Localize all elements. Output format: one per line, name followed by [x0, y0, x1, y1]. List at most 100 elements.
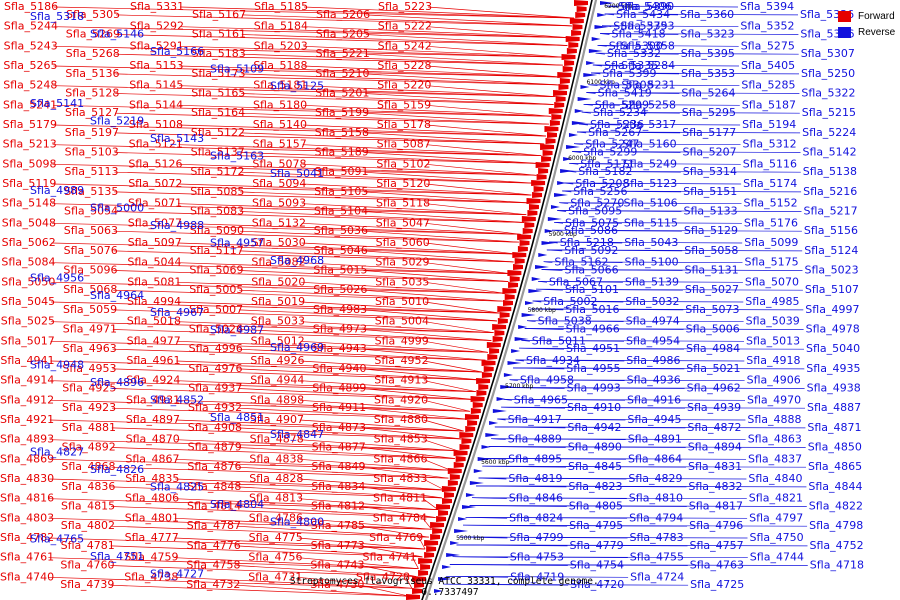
- gene-label[interactable]: Sfla_5021: [686, 362, 740, 375]
- gene-label[interactable]: Sfla_5018: [127, 315, 181, 328]
- gene-label[interactable]: Sfla_5048: [2, 216, 56, 229]
- gene-label[interactable]: Sfla_4822: [809, 500, 863, 513]
- gene-label[interactable]: Sfla_5199: [315, 106, 369, 119]
- gene-label[interactable]: Sfla_4846: [509, 492, 563, 505]
- gene-label[interactable]: Sfla_4811: [373, 492, 427, 505]
- gene-label[interactable]: Sfla_4952: [374, 354, 428, 367]
- gene-label[interactable]: Sfla_5119: [2, 177, 56, 190]
- gene-label[interactable]: Sfla_4765: [30, 533, 84, 546]
- gene-label[interactable]: Sfla_5106: [624, 197, 678, 210]
- gene-label[interactable]: Sfla_5118: [376, 197, 430, 210]
- gene-label[interactable]: Sfla_5069: [189, 264, 243, 277]
- gene-label[interactable]: Sfla_5020: [251, 275, 305, 288]
- gene-label[interactable]: Sfla_5166: [150, 45, 204, 58]
- gene-label[interactable]: Sfla_5161: [192, 28, 246, 41]
- gene-label[interactable]: Sfla_4806: [125, 492, 179, 505]
- gene-label[interactable]: Sfla_4938: [807, 382, 861, 395]
- gene-label[interactable]: Sfla_5176: [744, 216, 798, 229]
- gene-label[interactable]: Sfla_4876: [187, 460, 241, 473]
- gene-label[interactable]: Sfla_5109: [210, 62, 264, 75]
- gene-label[interactable]: Sfla_4834: [311, 480, 365, 493]
- gene-label[interactable]: Sfla_5099: [744, 236, 798, 249]
- gene-label[interactable]: Sfla_5012: [251, 334, 305, 347]
- gene-label[interactable]: Sfla_4727: [150, 568, 204, 581]
- gene-label[interactable]: Sfla_5107: [805, 283, 859, 296]
- gene-label[interactable]: Sfla_5285: [741, 79, 795, 92]
- gene-label[interactable]: Sfla_4853: [374, 433, 428, 446]
- gene-label[interactable]: Sfla_5075: [565, 216, 619, 229]
- gene-label[interactable]: Sfla_4925: [62, 382, 116, 395]
- gene-label[interactable]: Sfla_4987: [210, 324, 264, 337]
- gene-label[interactable]: Sfla_4961: [126, 354, 180, 367]
- gene-label[interactable]: Sfla_5124: [804, 244, 858, 257]
- gene-label[interactable]: Sfla_5078: [252, 157, 306, 170]
- gene-label[interactable]: Sfla_5026: [189, 323, 243, 336]
- gene-label[interactable]: Sfla_5073: [685, 303, 739, 316]
- gene-label[interactable]: Sfla_4916: [627, 393, 681, 406]
- gene-label[interactable]: Sfla_5137: [191, 146, 245, 159]
- gene-label[interactable]: Sfla_4878: [250, 433, 304, 446]
- gene-label[interactable]: Sfla_5375: [613, 20, 667, 33]
- gene-label[interactable]: Sfla_5121: [129, 138, 183, 151]
- gene-label[interactable]: Sfla_4993: [567, 382, 621, 395]
- gene-label[interactable]: Sfla_5178: [377, 118, 431, 131]
- gene-label[interactable]: Sfla_5219: [90, 115, 144, 128]
- gene-label[interactable]: Sfla_5038: [538, 315, 592, 328]
- gene-label[interactable]: Sfla_4815: [61, 500, 115, 513]
- gene-label[interactable]: Sfla_5151: [683, 185, 737, 198]
- gene-label[interactable]: Sfla_5275: [741, 39, 795, 52]
- gene-label[interactable]: Sfla_4931: [126, 393, 180, 406]
- gene-label[interactable]: Sfla_4724: [630, 570, 684, 583]
- gene-label[interactable]: Sfla_4984: [686, 342, 740, 355]
- gene-label[interactable]: Sfla_4937: [188, 382, 242, 395]
- gene-label[interactable]: Sfla_4935: [806, 362, 860, 375]
- gene-label[interactable]: Sfla_5096: [63, 264, 117, 277]
- gene-label[interactable]: Sfla_4757: [690, 539, 744, 552]
- gene-label[interactable]: Sfla_5352: [740, 20, 794, 33]
- gene-label[interactable]: Sfla_5063: [64, 224, 118, 237]
- gene-label[interactable]: Sfla_5007: [189, 303, 243, 316]
- gene-label[interactable]: Sfla_5030: [252, 236, 306, 249]
- gene-label[interactable]: Sfla_5108: [129, 118, 183, 131]
- gene-label[interactable]: Sfla_5143: [150, 132, 204, 145]
- gene-label[interactable]: Sfla_4948: [30, 359, 84, 372]
- gene-label[interactable]: Sfla_4836: [61, 480, 115, 493]
- gene-label[interactable]: Sfla_4779: [570, 539, 624, 552]
- gene-label[interactable]: Sfla_5153: [129, 59, 183, 72]
- gene-label[interactable]: Sfla_4963: [63, 342, 117, 355]
- gene-label[interactable]: Sfla_5300: [609, 39, 663, 52]
- gene-label[interactable]: Sfla_5179: [3, 118, 57, 131]
- gene-label[interactable]: Sfla_4895: [508, 452, 562, 465]
- gene-label[interactable]: Sfla_5332: [607, 47, 661, 60]
- gene-label[interactable]: Sfla_4824: [509, 511, 563, 524]
- gene-label[interactable]: Sfla_5307: [801, 47, 855, 60]
- gene-label[interactable]: Sfla_4785: [311, 519, 365, 532]
- gene-label[interactable]: Sfla_4923: [62, 401, 116, 414]
- gene-label[interactable]: Sfla_4833: [373, 472, 427, 485]
- gene-label[interactable]: Sfla_4965: [514, 393, 568, 406]
- gene-label[interactable]: Sfla_5180: [253, 98, 307, 111]
- gene-label[interactable]: Sfla_4955: [566, 362, 620, 375]
- gene-label[interactable]: Sfla_5050: [1, 275, 55, 288]
- gene-label[interactable]: Sfla_5393: [620, 20, 674, 33]
- gene-label[interactable]: Sfla_5405: [741, 59, 795, 72]
- gene-label[interactable]: Sfla_4739: [60, 578, 114, 591]
- gene-label[interactable]: Sfla_4812: [311, 500, 365, 513]
- gene-label[interactable]: Sfla_5197: [65, 126, 119, 139]
- gene-label[interactable]: Sfla_4759: [124, 551, 178, 564]
- gene-label[interactable]: Sfla_5249: [623, 157, 677, 170]
- gene-label[interactable]: Sfla_5292: [130, 20, 184, 33]
- gene-label[interactable]: Sfla_5335: [604, 59, 658, 72]
- gene-label[interactable]: Sfla_5000: [90, 202, 144, 215]
- gene-label[interactable]: Sfla_4740: [0, 570, 54, 583]
- gene-label[interactable]: Sfla_5418: [612, 28, 666, 41]
- gene-label[interactable]: Sfla_5128: [65, 87, 119, 100]
- gene-label[interactable]: Sfla_4845: [568, 460, 622, 473]
- gene-label[interactable]: Sfla_4994: [127, 295, 181, 308]
- gene-label[interactable]: Sfla_5256: [573, 185, 627, 198]
- gene-label[interactable]: Sfla_5314: [683, 165, 737, 178]
- gene-label[interactable]: Sfla_5076: [64, 244, 118, 257]
- gene-label[interactable]: Sfla_5312: [743, 138, 797, 151]
- gene-label[interactable]: Sfla_5015: [313, 264, 367, 277]
- gene-label[interactable]: Sfla_5189: [315, 146, 369, 159]
